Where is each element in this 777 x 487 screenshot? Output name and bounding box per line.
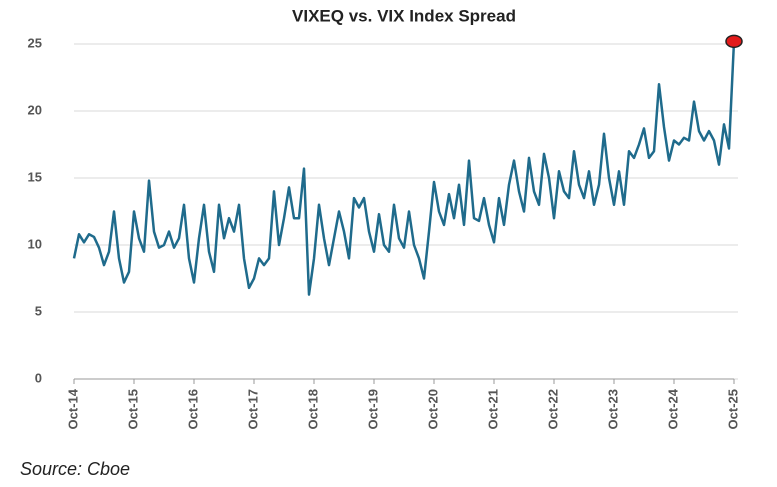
y-tick-label: 0 bbox=[35, 370, 42, 385]
y-tick-label: 5 bbox=[35, 303, 42, 318]
x-tick-label: Oct-21 bbox=[485, 389, 500, 429]
x-tick-label: Oct-18 bbox=[305, 389, 320, 429]
series-line bbox=[72, 41, 736, 296]
x-tick-label: Oct-25 bbox=[725, 389, 740, 429]
chart-title: VIXEQ vs. VIX Index Spread bbox=[292, 6, 516, 25]
source-note: Source: Cboe bbox=[20, 459, 130, 479]
x-tick-label: Oct-14 bbox=[65, 388, 80, 429]
x-tick-label: Oct-20 bbox=[425, 389, 440, 429]
y-tick-label: 10 bbox=[28, 236, 42, 251]
x-tick-label: Oct-22 bbox=[545, 389, 560, 429]
x-tick-label: Oct-16 bbox=[185, 389, 200, 429]
x-tick-label: Oct-23 bbox=[605, 389, 620, 429]
x-tick-label: Oct-15 bbox=[125, 389, 140, 429]
last-point-marker bbox=[725, 34, 743, 49]
x-tick-label: Oct-17 bbox=[245, 389, 260, 429]
x-tick-label: Oct-19 bbox=[365, 389, 380, 429]
y-tick-label: 25 bbox=[28, 35, 42, 50]
y-tick-label: 20 bbox=[28, 102, 42, 117]
y-tick-label: 15 bbox=[28, 169, 42, 184]
x-tick-label: Oct-24 bbox=[665, 388, 680, 429]
